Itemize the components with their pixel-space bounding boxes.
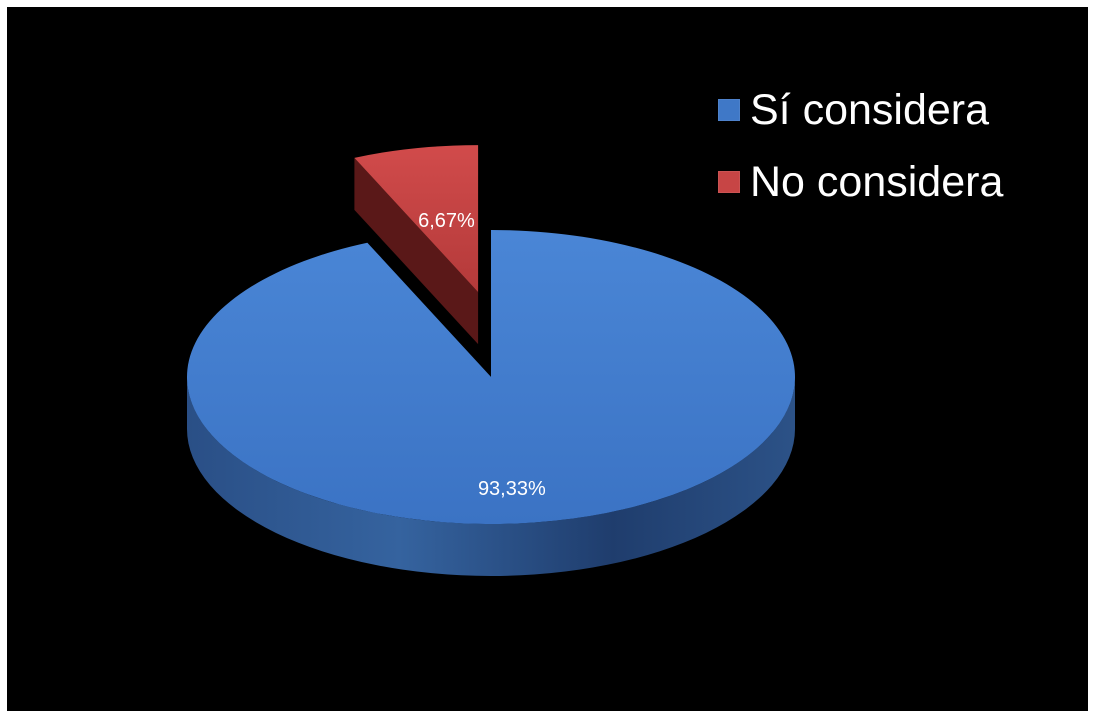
- pie-slice-no-considera-cut-start: [354, 157, 479, 345]
- chart-area: 93,33% 6,67% Sí considera No considera: [7, 7, 1088, 711]
- pie-slice-si-considera-side: [187, 377, 795, 576]
- pie-slice-si-considera: [186, 230, 795, 524]
- legend-label-no-considera: No considera: [750, 157, 1004, 206]
- legend-swatch-no-considera: [718, 171, 740, 193]
- legend-swatch-si-considera: [718, 99, 740, 121]
- data-label-si-considera: 93,33%: [478, 478, 546, 500]
- legend-item-si-considera: Sí considera: [718, 77, 1078, 143]
- pie-slice-no-considera: [354, 145, 479, 293]
- legend-item-no-considera: No considera: [718, 149, 1078, 215]
- data-label-no-considera: 6,67%: [418, 210, 475, 232]
- legend: Sí considera No considera: [718, 77, 1078, 221]
- legend-label-si-considera: Sí considera: [750, 85, 990, 134]
- pie-chart: 93,33% 6,67%: [186, 145, 795, 576]
